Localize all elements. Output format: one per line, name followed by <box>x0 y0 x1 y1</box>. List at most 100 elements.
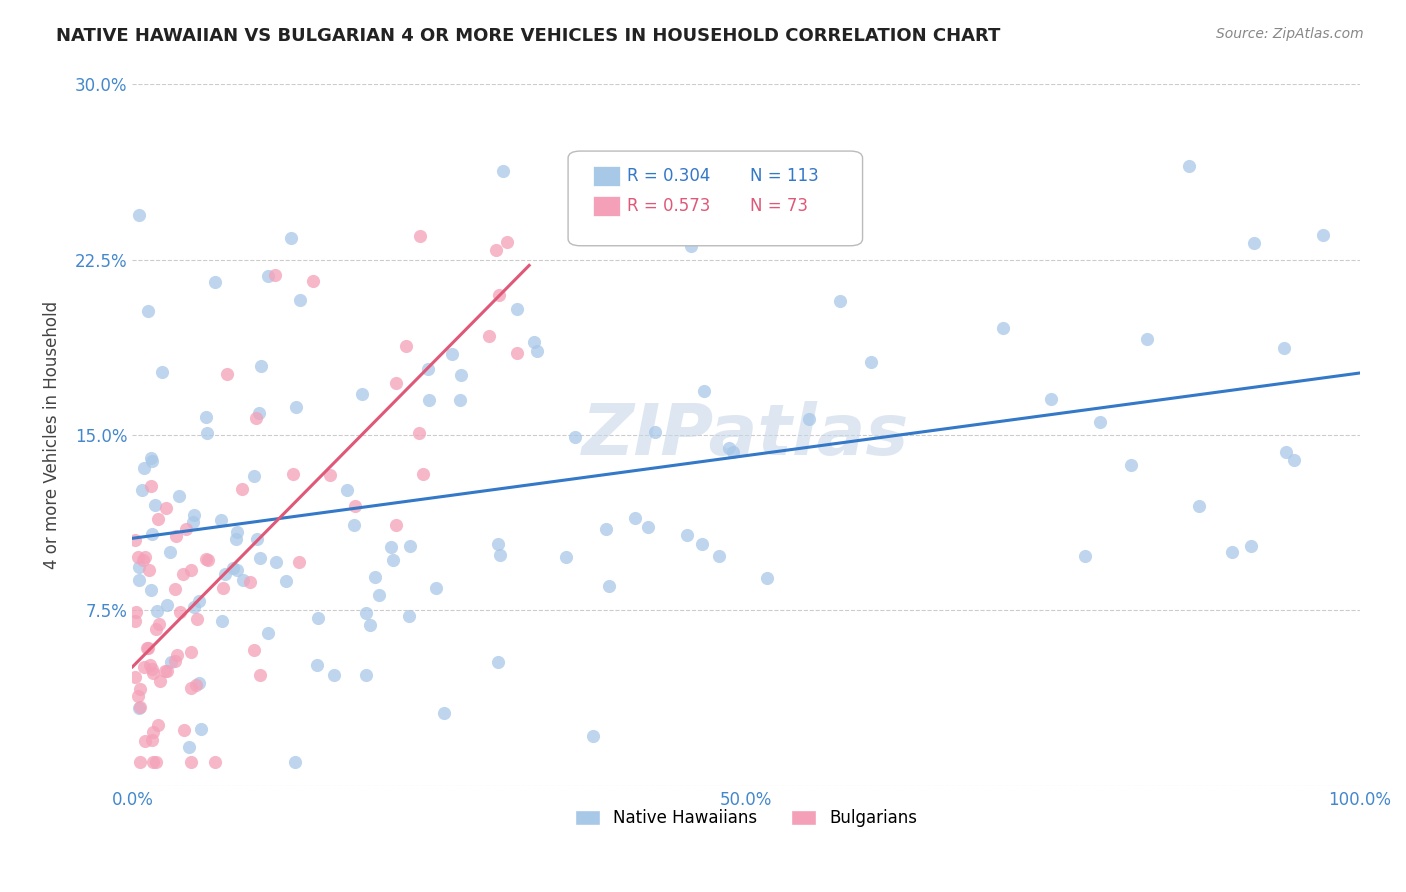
Text: Source: ZipAtlas.com: Source: ZipAtlas.com <box>1216 27 1364 41</box>
Point <box>287 555 309 569</box>
Point <box>399 539 422 553</box>
Point <box>132 553 155 567</box>
Point <box>486 655 509 669</box>
Point <box>187 676 209 690</box>
Point <box>124 670 146 684</box>
Point <box>139 582 162 597</box>
Point <box>134 550 156 565</box>
Point <box>131 483 153 497</box>
Point <box>156 598 179 612</box>
Point <box>127 689 149 703</box>
Point <box>149 673 172 688</box>
Point <box>1088 415 1111 429</box>
Point <box>506 301 529 316</box>
Point <box>132 461 155 475</box>
Text: ZIPatlas: ZIPatlas <box>582 401 910 469</box>
Point <box>380 540 402 554</box>
Point <box>488 287 510 301</box>
Point <box>134 660 156 674</box>
Point <box>180 681 202 696</box>
Point <box>256 269 278 284</box>
Point <box>159 545 181 559</box>
Point <box>1119 458 1142 473</box>
Point <box>183 508 205 523</box>
Point <box>163 582 186 596</box>
Point <box>186 612 208 626</box>
Point <box>167 489 190 503</box>
Point <box>409 229 432 244</box>
Point <box>195 552 218 566</box>
Point <box>859 355 882 369</box>
Point <box>222 561 245 575</box>
Point <box>478 329 501 343</box>
Point <box>138 304 160 318</box>
Point <box>129 681 152 696</box>
Text: N = 73: N = 73 <box>749 197 807 215</box>
Y-axis label: 4 or more Vehicles in Household: 4 or more Vehicles in Household <box>44 301 60 569</box>
Point <box>257 625 280 640</box>
Point <box>450 368 472 383</box>
Point <box>183 600 205 615</box>
Point <box>215 368 238 382</box>
Point <box>145 756 167 770</box>
Point <box>128 208 150 222</box>
Point <box>1275 445 1298 459</box>
Point <box>146 512 169 526</box>
Point <box>506 346 529 360</box>
Text: R = 0.304: R = 0.304 <box>627 168 710 186</box>
Point <box>264 555 287 569</box>
Point <box>214 566 236 581</box>
Point <box>180 756 202 770</box>
Point <box>281 467 304 481</box>
Point <box>190 723 212 737</box>
Point <box>204 275 226 289</box>
Point <box>598 579 620 593</box>
Point <box>416 362 439 376</box>
Point <box>249 667 271 681</box>
Point <box>242 642 264 657</box>
Point <box>693 384 716 399</box>
Point <box>249 551 271 566</box>
Point <box>141 732 163 747</box>
Point <box>195 426 218 441</box>
Point <box>172 566 194 581</box>
Point <box>139 451 162 466</box>
Point <box>145 603 167 617</box>
Point <box>155 664 177 678</box>
Point <box>141 663 163 677</box>
Point <box>485 243 508 257</box>
Point <box>336 483 359 497</box>
Text: R = 0.573: R = 0.573 <box>627 197 710 215</box>
Text: N = 113: N = 113 <box>749 168 818 186</box>
Point <box>644 425 666 440</box>
Point <box>440 347 463 361</box>
Point <box>274 574 297 588</box>
Point <box>305 657 328 672</box>
Point <box>491 164 513 178</box>
Point <box>523 335 546 350</box>
Point <box>186 678 208 692</box>
Point <box>368 588 391 602</box>
Point <box>134 734 156 748</box>
Point <box>143 498 166 512</box>
Point <box>1178 159 1201 173</box>
Legend: Native Hawaiians, Bulgarians: Native Hawaiians, Bulgarians <box>568 802 924 833</box>
Point <box>418 392 440 407</box>
Point <box>633 203 655 218</box>
Point <box>319 467 342 482</box>
Point <box>245 410 267 425</box>
Point <box>226 563 249 577</box>
Point <box>797 412 820 426</box>
Point <box>1040 392 1063 406</box>
Point <box>146 718 169 732</box>
Point <box>155 500 177 515</box>
Point <box>180 645 202 659</box>
Bar <box>592 167 620 186</box>
Point <box>288 293 311 307</box>
Point <box>408 425 430 440</box>
Point <box>382 553 405 567</box>
Point <box>352 387 374 401</box>
Point <box>142 756 165 770</box>
Point <box>169 606 191 620</box>
Point <box>364 569 387 583</box>
